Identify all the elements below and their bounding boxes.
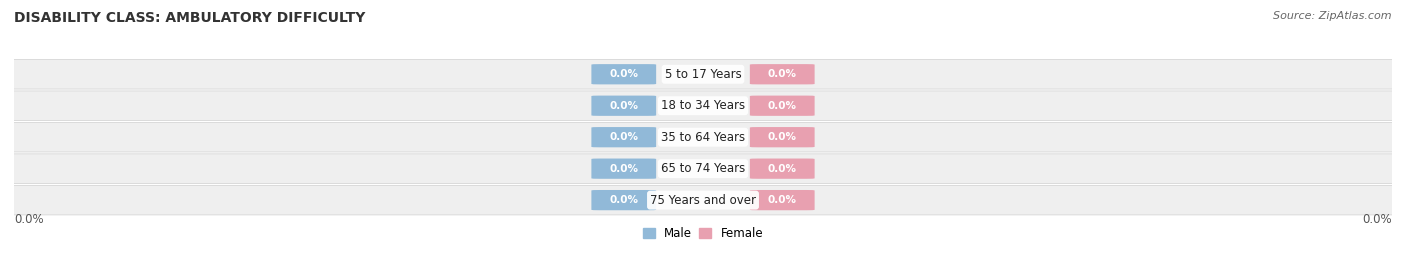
Text: 0.0%: 0.0% <box>1362 213 1392 226</box>
Text: 75 Years and over: 75 Years and over <box>650 194 756 207</box>
FancyBboxPatch shape <box>0 185 1406 215</box>
Text: 0.0%: 0.0% <box>609 69 638 79</box>
Text: 0.0%: 0.0% <box>768 164 797 174</box>
FancyBboxPatch shape <box>749 127 814 147</box>
FancyBboxPatch shape <box>592 64 657 84</box>
Text: 0.0%: 0.0% <box>609 132 638 142</box>
FancyBboxPatch shape <box>0 122 1406 152</box>
Text: 0.0%: 0.0% <box>768 195 797 205</box>
Text: 0.0%: 0.0% <box>609 101 638 111</box>
FancyBboxPatch shape <box>0 154 1406 183</box>
Legend: Male, Female: Male, Female <box>638 222 768 245</box>
Text: 0.0%: 0.0% <box>14 213 44 226</box>
FancyBboxPatch shape <box>592 95 657 116</box>
Text: 0.0%: 0.0% <box>768 101 797 111</box>
FancyBboxPatch shape <box>592 158 657 179</box>
Text: DISABILITY CLASS: AMBULATORY DIFFICULTY: DISABILITY CLASS: AMBULATORY DIFFICULTY <box>14 11 366 25</box>
FancyBboxPatch shape <box>749 95 814 116</box>
Text: 5 to 17 Years: 5 to 17 Years <box>665 68 741 81</box>
FancyBboxPatch shape <box>0 59 1406 89</box>
FancyBboxPatch shape <box>749 190 814 210</box>
FancyBboxPatch shape <box>592 127 657 147</box>
FancyBboxPatch shape <box>592 190 657 210</box>
FancyBboxPatch shape <box>749 158 814 179</box>
Text: 0.0%: 0.0% <box>609 164 638 174</box>
Text: 0.0%: 0.0% <box>609 195 638 205</box>
Text: 18 to 34 Years: 18 to 34 Years <box>661 99 745 112</box>
Text: 65 to 74 Years: 65 to 74 Years <box>661 162 745 175</box>
Text: 35 to 64 Years: 35 to 64 Years <box>661 131 745 144</box>
FancyBboxPatch shape <box>749 64 814 84</box>
FancyBboxPatch shape <box>0 91 1406 121</box>
Text: 0.0%: 0.0% <box>768 69 797 79</box>
Text: Source: ZipAtlas.com: Source: ZipAtlas.com <box>1274 11 1392 21</box>
Text: 0.0%: 0.0% <box>768 132 797 142</box>
